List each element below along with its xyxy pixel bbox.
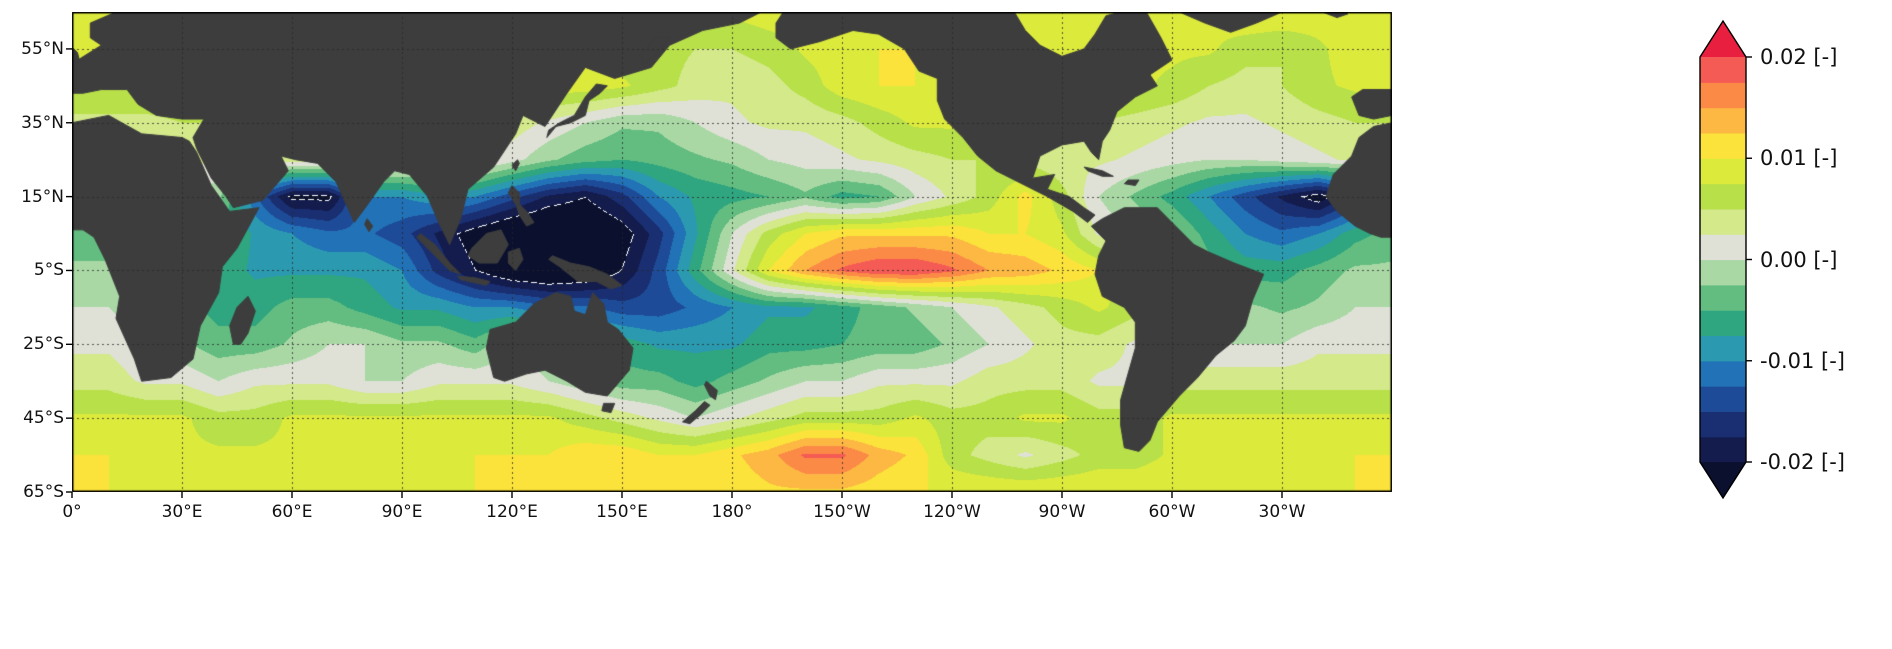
- colorbar-segment: [1700, 107, 1746, 134]
- colorbar-segment: [1700, 284, 1746, 311]
- x-tick-label: 30°W: [1258, 502, 1306, 522]
- colorbar-segment: [1700, 335, 1746, 362]
- colorbar-tick-label: 0.01 [-]: [1760, 146, 1838, 171]
- colorbar-over-arrow: [1700, 21, 1746, 57]
- colorbar-segment: [1700, 57, 1746, 83]
- colorbar-segment: [1700, 208, 1746, 235]
- x-tick-label: 60°W: [1148, 502, 1196, 522]
- colorbar-tick-label: 0.00 [-]: [1760, 247, 1838, 272]
- x-tick-label: 60°E: [271, 502, 313, 522]
- y-tick-label: 65°S: [23, 482, 64, 502]
- x-tick-label: 120°W: [923, 502, 981, 522]
- colorbar-segment: [1700, 82, 1746, 109]
- x-tick-label: 30°E: [161, 502, 203, 522]
- colorbar-segment: [1700, 259, 1746, 286]
- y-tick-label: 15°N: [21, 186, 64, 207]
- map-plot: [72, 12, 1392, 496]
- y-tick-label: 45°S: [23, 408, 64, 429]
- colorbar-tick-label: -0.01 [-]: [1760, 348, 1845, 373]
- colorbar-under-arrow: [1700, 462, 1746, 498]
- x-tick-label: 150°W: [813, 502, 871, 522]
- x-tick-label: 90°W: [1038, 502, 1086, 522]
- x-tick-label: 180°: [711, 502, 753, 522]
- colorbar-segment: [1700, 436, 1746, 463]
- colorbar-segment: [1700, 132, 1746, 159]
- y-tick-label: 55°N: [21, 38, 64, 59]
- colorbar-outline: [1699, 19, 1747, 500]
- colorbar-segment: [1700, 386, 1746, 412]
- colorbar-segment: [1700, 411, 1746, 438]
- y-tick-label: 5°S: [33, 260, 64, 281]
- world-contour-map-canvas: [72, 12, 1392, 492]
- colorbar-segment: [1700, 360, 1746, 387]
- colorbar-segment: [1700, 310, 1746, 337]
- y-tick-label: 25°S: [23, 334, 64, 355]
- colorbar-segment: [1700, 158, 1746, 185]
- colorbar-segment: [1700, 183, 1746, 210]
- colorbar-tick-label: 0.02 [-]: [1760, 45, 1838, 69]
- x-tick-label: 0°: [62, 502, 82, 522]
- x-tick-label: 120°E: [486, 502, 538, 522]
- y-tick-label: 35°N: [21, 112, 64, 133]
- colorbar-tick-label: -0.02 [-]: [1760, 450, 1845, 474]
- x-tick-label: 90°E: [381, 502, 423, 522]
- x-tick-label: 150°E: [596, 502, 648, 522]
- colorbar-segment: [1700, 234, 1746, 261]
